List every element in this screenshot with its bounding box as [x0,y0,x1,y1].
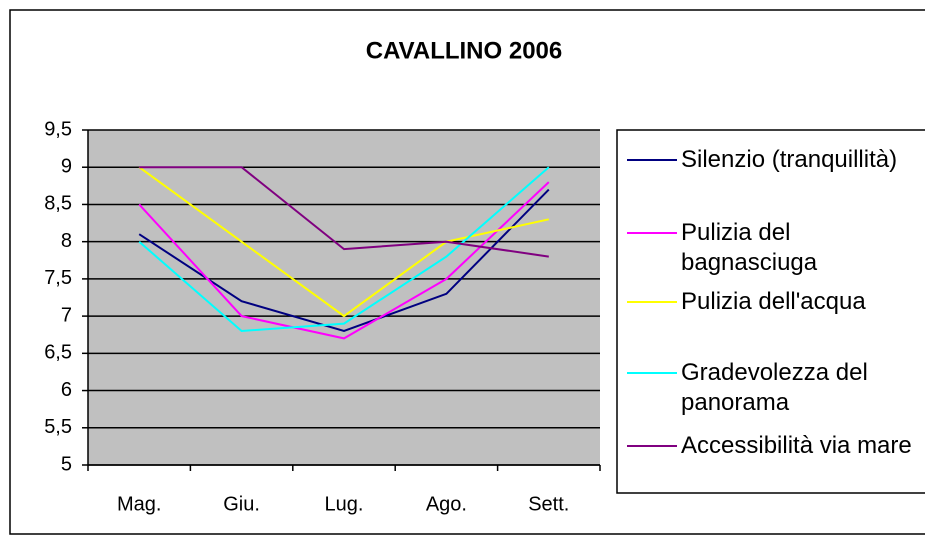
y-tick-label: 6,5 [44,342,72,364]
y-tick-label: 7 [61,304,72,326]
y-tick-label: 8,5 [44,193,72,215]
y-tick-label: 8 [61,230,72,252]
x-tick-label: Mag. [117,493,161,515]
x-tick-label: Sett. [528,493,569,515]
legend-label: Accessibilità via mare [681,432,912,459]
series-line [139,166,549,258]
series-line [138,166,550,333]
legend-label: Pulizia del bagnasciuga [681,219,818,276]
chart-title: CAVALLINO 2006 [366,37,563,64]
legend-box [616,129,925,494]
y-tick-label: 6 [61,379,72,401]
plot-area [88,130,600,465]
y-tick-label: 9 [61,156,72,178]
y-tick-label: 9,5 [44,118,72,140]
legend-label: Pulizia dell'acqua [681,288,866,315]
x-tick-label: Ago. [426,493,467,515]
y-tick-label: 5,5 [44,416,72,438]
y-tick-label: 7,5 [44,267,72,289]
legend-label: Gradevolezza del panorama [681,359,868,416]
x-tick-label: Lug. [325,493,364,515]
y-tick-label: 5 [61,453,72,475]
legend-label: Silenzio (tranquillità) [681,146,898,173]
series-line [138,166,550,318]
x-tick-label: Giu. [223,493,260,515]
